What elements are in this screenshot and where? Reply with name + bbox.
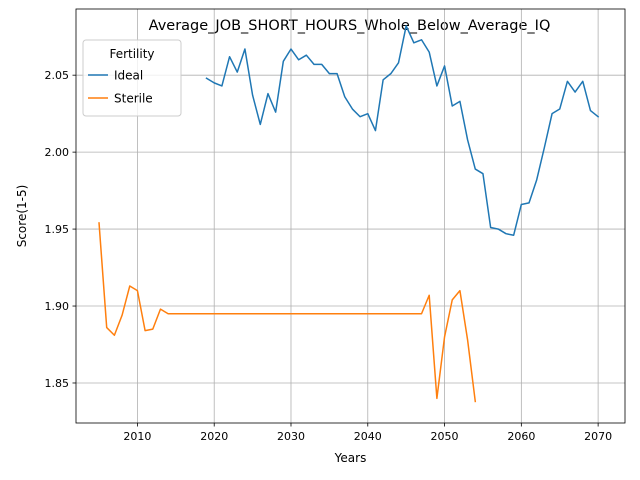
y-tick-label: 1.90 [45,300,70,313]
legend-label-ideal: Ideal [114,69,143,83]
y-tick-label: 2.00 [45,146,70,159]
series-line-ideal [207,26,599,235]
legend-title: Fertility [109,47,154,61]
x-tick-label: 2060 [507,430,535,443]
chart-title: Average_JOB_SHORT_HOURS_Whole_Below_Aver… [149,18,551,34]
y-tick-label: 2.05 [45,69,70,82]
x-axis-ticks: 2010 2020 2030 2040 2050 2060 2070 [123,423,612,443]
x-tick-label: 2010 [123,430,151,443]
series-line-sterile [99,223,475,402]
x-tick-label: 2020 [200,430,228,443]
x-axis-label: Years [334,451,367,465]
x-tick-label: 2030 [277,430,305,443]
y-tick-label: 1.95 [45,223,70,236]
legend-label-sterile: Sterile [114,92,153,106]
legend: Fertility Ideal Sterile [83,40,181,116]
y-tick-label: 1.85 [45,377,70,390]
x-tick-label: 2040 [354,430,382,443]
y-axis-ticks: 1.85 1.90 1.95 2.00 2.05 [45,69,77,390]
y-axis-label: Score(1-5) [15,185,29,248]
x-tick-label: 2050 [431,430,459,443]
x-tick-label: 2070 [584,430,612,443]
